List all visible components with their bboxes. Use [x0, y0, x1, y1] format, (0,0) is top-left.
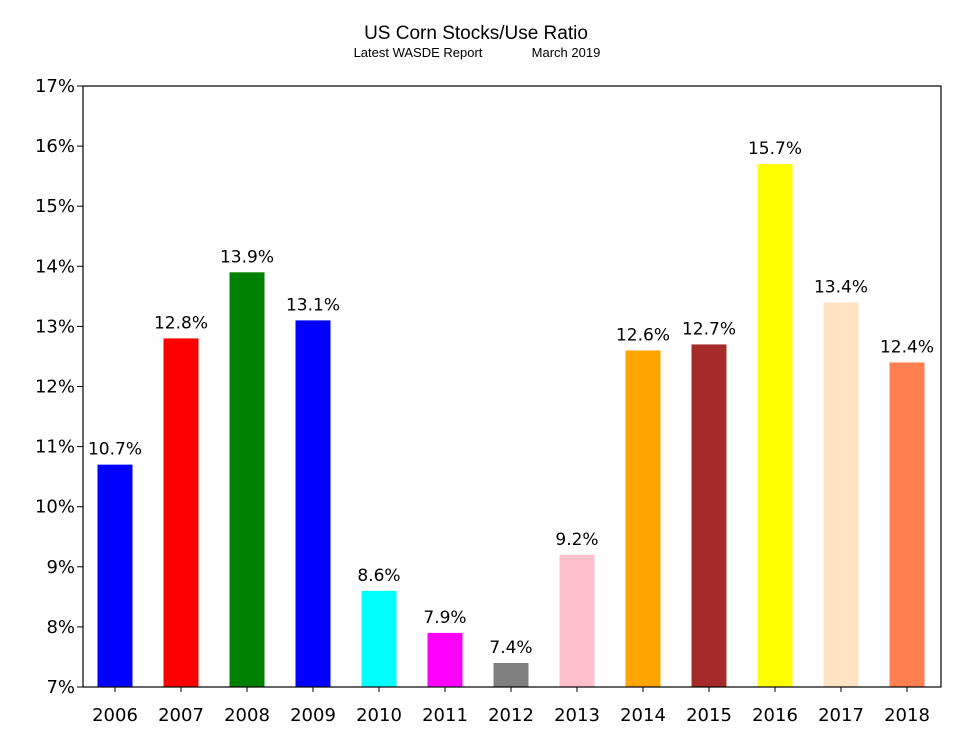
y-tick-label: 9%: [46, 557, 75, 578]
bar-2014: [625, 350, 661, 687]
y-tick-label: 16%: [35, 136, 75, 157]
bar-2010: [361, 590, 397, 687]
data-label-2016: 15.7%: [748, 139, 802, 159]
data-label-2010: 8.6%: [357, 566, 400, 586]
y-tick-label: 12%: [35, 377, 75, 398]
x-axis: 2006 2007 2008 2009 2010 2011 2012 2013 2014 2015…: [92, 687, 930, 726]
y-tick-label: 14%: [35, 256, 75, 277]
x-tick-label-2006: 2006: [92, 705, 138, 726]
y-tick-label: 10%: [35, 497, 75, 518]
bar-2007: [163, 338, 199, 687]
data-label-2017: 13.4%: [814, 277, 868, 297]
bar-2006: [97, 464, 133, 687]
data-label-2013: 9.2%: [555, 530, 598, 550]
data-label-2011: 7.9%: [423, 608, 466, 628]
data-label-2007: 12.8%: [154, 313, 208, 333]
y-tick-label: 11%: [35, 437, 75, 458]
bar-2018: [889, 362, 925, 687]
bar-2009: [295, 320, 331, 687]
data-label-2015: 12.7%: [682, 319, 736, 339]
x-tick-label-2012: 2012: [488, 705, 534, 726]
y-axis: 7% 8% 9% 10% 11% 12% 13% 14% 15% 16% 17%: [35, 76, 83, 698]
data-label-2014: 12.6%: [616, 325, 670, 345]
data-label-2012: 7.4%: [489, 638, 532, 658]
plot-frame: [82, 85, 942, 688]
bar-2008: [229, 272, 265, 687]
y-tick-label: 13%: [35, 316, 75, 337]
bars-layer: [97, 164, 925, 687]
x-tick-label-2007: 2007: [158, 705, 204, 726]
data-label-2006: 10.7%: [88, 440, 142, 460]
y-tick-label: 15%: [35, 196, 75, 217]
y-tick-label: 8%: [46, 617, 75, 638]
x-tick-label-2017: 2017: [818, 705, 864, 726]
x-tick-label-2008: 2008: [224, 705, 270, 726]
x-tick-label-2013: 2013: [554, 705, 600, 726]
data-labels-layer: 10.7% 12.8% 13.9% 13.1% 8.6% 7.9% 7.4% 9.2% 12.6…: [88, 139, 934, 658]
data-label-2008: 13.9%: [220, 247, 274, 267]
bar-2017: [823, 302, 859, 687]
x-tick-label-2010: 2010: [356, 705, 402, 726]
data-label-2018: 12.4%: [880, 337, 934, 357]
bar-2013: [559, 554, 595, 687]
x-tick-label-2009: 2009: [290, 705, 336, 726]
x-tick-label-2014: 2014: [620, 705, 666, 726]
bar-2016: [757, 164, 793, 687]
x-tick-label-2018: 2018: [884, 705, 930, 726]
chart-title: US Corn Stocks/Use Ratio: [364, 23, 588, 44]
x-tick-label-2011: 2011: [422, 705, 468, 726]
bar-2011: [427, 632, 463, 687]
data-label-2009: 13.1%: [286, 295, 340, 315]
chart-subtitle-date: March 2019: [532, 45, 601, 60]
y-tick-label: 17%: [35, 76, 75, 97]
x-tick-label-2016: 2016: [752, 705, 798, 726]
bar-2012: [493, 662, 529, 687]
chart-subtitle-source: Latest WASDE Report: [354, 45, 483, 60]
y-tick-label: 7%: [46, 677, 75, 698]
x-tick-label-2015: 2015: [686, 705, 732, 726]
bar-2015: [691, 344, 727, 687]
